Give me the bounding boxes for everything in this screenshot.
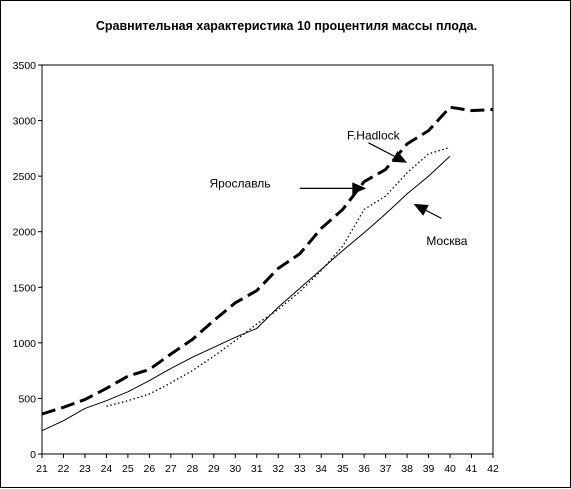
y-tick-label: 1000: [13, 338, 37, 350]
x-tick-label: 37: [380, 463, 392, 475]
annotation-label: Москва: [426, 234, 467, 248]
y-tick-label: 1500: [13, 282, 37, 294]
x-tick-label: 27: [165, 463, 177, 475]
x-tick-label: 25: [122, 463, 134, 475]
y-tick-label: 2000: [13, 227, 37, 239]
annotation-label: F.Hadlock: [347, 128, 401, 142]
x-tick-label: 40: [444, 463, 456, 475]
plot-area: [41, 64, 494, 455]
x-tick-label: 31: [251, 463, 263, 475]
y-tick-label: 3000: [13, 116, 37, 128]
x-tick-label: 34: [315, 463, 327, 475]
x-tick-label: 22: [58, 463, 70, 475]
x-tick-label: 41: [466, 463, 478, 475]
annotation-arrow-line: [425, 209, 442, 219]
y-tick-label: 0: [30, 449, 36, 461]
series-line-1: [41, 105, 494, 416]
x-tick-label: 42: [487, 463, 499, 475]
annotation-arrowhead: [413, 203, 429, 216]
y-tick-label: 3500: [13, 60, 37, 72]
x-tick-label: 36: [358, 463, 370, 475]
x-tick-label: 30: [229, 463, 241, 475]
x-tick-label: 39: [423, 463, 435, 475]
y-tick-label: 2500: [13, 171, 37, 183]
x-tick-label: 29: [208, 463, 220, 475]
x-tick-label: 26: [144, 463, 156, 475]
x-tick-label: 35: [337, 463, 349, 475]
x-tick-label: 23: [79, 463, 91, 475]
annotation-label: Ярославль: [210, 176, 271, 190]
chart-title: Сравнительная характеристика 10 проценти…: [95, 19, 478, 33]
x-tick-label: 21: [36, 463, 48, 475]
x-tick-label: 24: [101, 463, 113, 475]
x-tick-label: 33: [294, 463, 306, 475]
series-line-2: [106, 146, 451, 407]
annotation-arrow-line: [368, 142, 395, 157]
x-tick-label: 38: [401, 463, 413, 475]
x-tick-label: 28: [186, 463, 198, 475]
annotation-arrowhead: [391, 151, 408, 163]
y-tick-label: 500: [18, 393, 36, 405]
x-tick-label: 32: [272, 463, 284, 475]
annotation-arrowhead: [352, 182, 367, 195]
series-line-3: [41, 155, 451, 432]
